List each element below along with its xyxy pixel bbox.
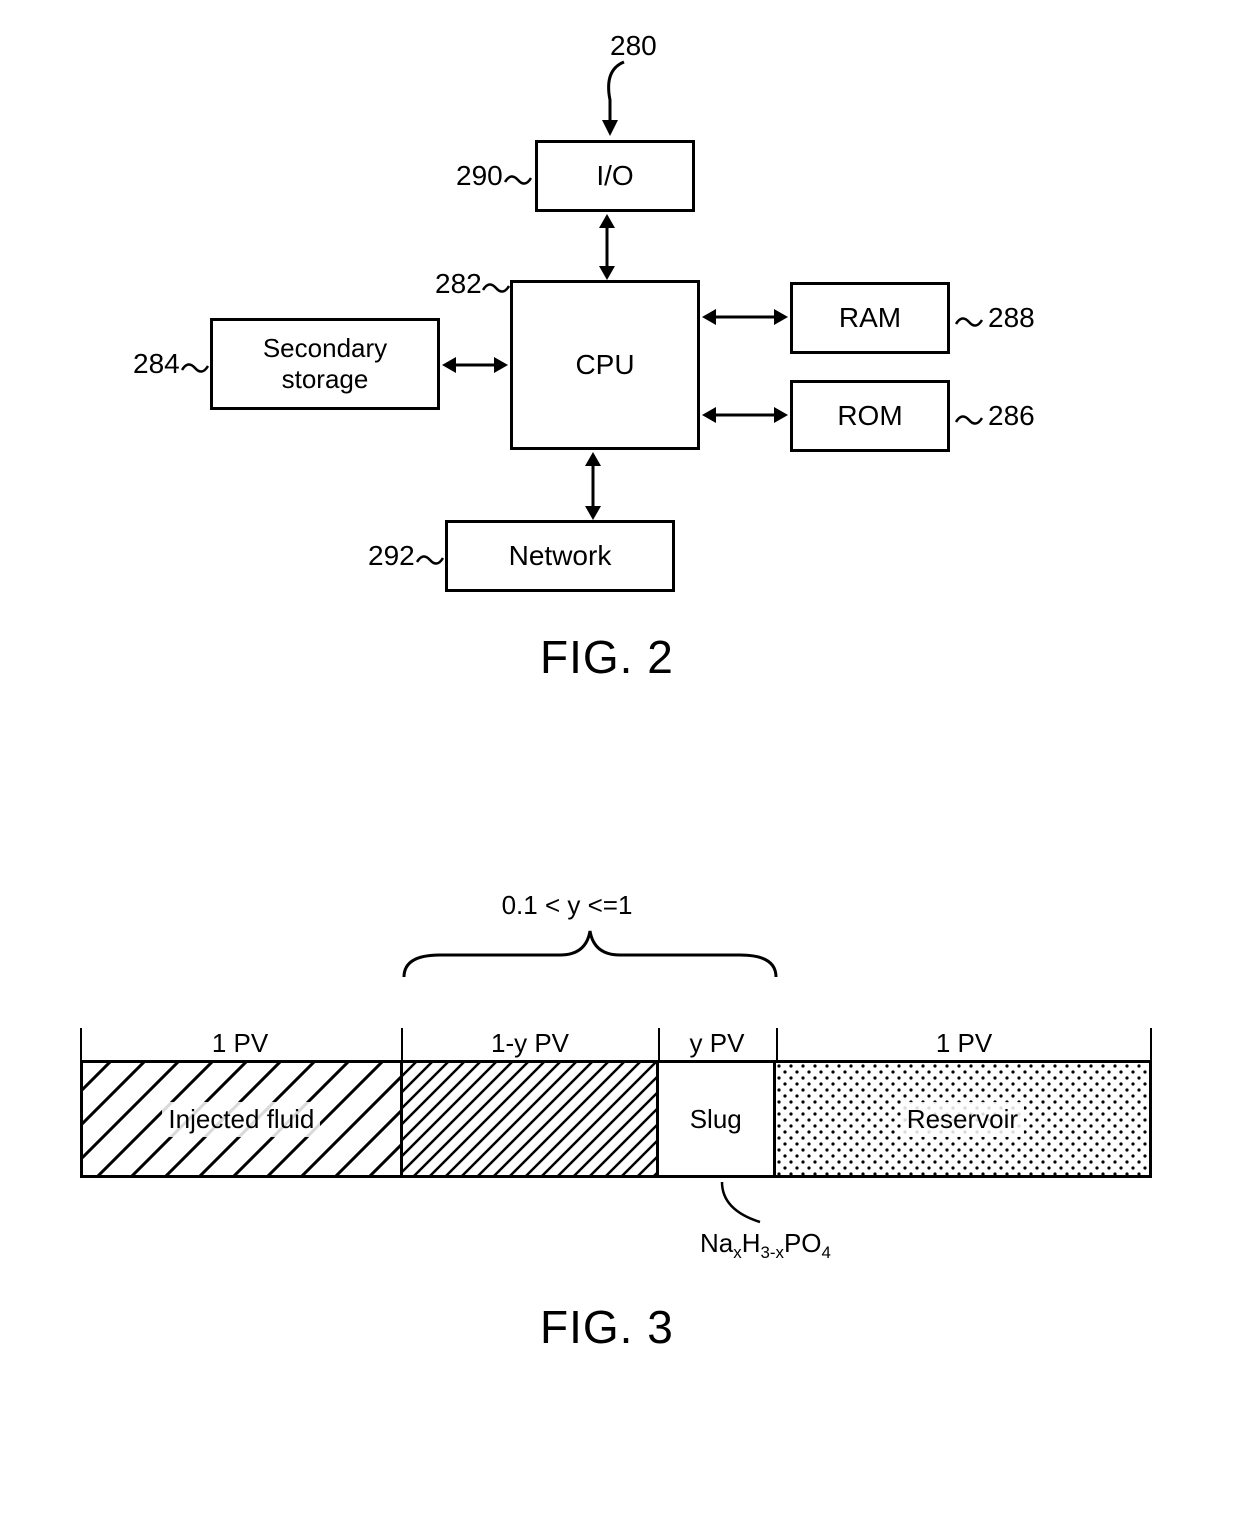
squiggle-icon — [181, 360, 209, 376]
node-cpu-label: CPU — [575, 348, 634, 382]
squiggle-icon — [955, 314, 983, 330]
node-net-label: Network — [509, 539, 612, 573]
ref-292: 292 — [368, 540, 415, 572]
dimension-row: 1 PV 1-y PV y PV 1 PV — [80, 988, 1152, 1060]
squiggle-icon — [416, 552, 444, 568]
node-io: I/O — [535, 140, 695, 212]
ref-290: 290 — [456, 160, 503, 192]
seg-injected-label: Injected fluid — [162, 1102, 320, 1137]
tick — [1150, 1028, 1152, 1060]
node-rom-label: ROM — [837, 399, 902, 433]
arrow-cpu-rom — [702, 400, 788, 430]
arrow-cpu-ram — [702, 302, 788, 332]
node-cpu: CPU — [510, 280, 700, 450]
seg-oneminusy — [403, 1063, 659, 1175]
ref-288: 288 — [988, 302, 1035, 334]
node-sec-label: Secondary storage — [263, 333, 387, 395]
squiggle-icon — [482, 280, 510, 296]
tick — [401, 1028, 403, 1060]
node-rom: ROM — [790, 380, 950, 452]
tick — [776, 1028, 778, 1060]
seg-slug: Slug — [659, 1063, 776, 1175]
dim-1pv-a: 1 PV — [212, 1028, 268, 1059]
ref-284: 284 — [133, 348, 180, 380]
node-network: Network — [445, 520, 675, 592]
seg-reservoir-label: Reservoir — [901, 1102, 1024, 1137]
chem-formula: NaxH3-xPO4 — [700, 1228, 831, 1263]
dim-ypv: y PV — [690, 1028, 745, 1059]
ref-286: 286 — [988, 400, 1035, 432]
ref-282: 282 — [435, 268, 482, 300]
squiggle-icon — [955, 412, 983, 428]
figure-3: 0.1 < y <=1 1 PV 1-y PV y PV 1 PV Inject… — [0, 830, 1240, 1470]
arrow-io-cpu — [592, 214, 622, 280]
ref-280: 280 — [610, 30, 657, 62]
figure-2: 280 I/O 290 CPU 282 Secondary storage 28… — [0, 0, 1240, 720]
squiggle-icon — [504, 172, 532, 188]
node-secondary-storage: Secondary storage — [210, 318, 440, 410]
leader-icon — [716, 1180, 766, 1230]
pv-bar: Injected fluid Slug Reservoir — [80, 1060, 1152, 1178]
node-ram-label: RAM — [839, 301, 901, 335]
arrow-280-pointer — [594, 60, 634, 138]
node-ram: RAM — [790, 282, 950, 354]
fig3-caption: FIG. 3 — [540, 1300, 674, 1354]
fig2-caption: FIG. 2 — [540, 630, 674, 684]
node-io-label: I/O — [596, 159, 633, 193]
seg-slug-label: Slug — [690, 1104, 742, 1135]
tick — [658, 1028, 660, 1060]
brace-icon — [400, 925, 780, 981]
seg-injected: Injected fluid — [83, 1063, 403, 1175]
seg-reservoir: Reservoir — [776, 1063, 1149, 1175]
arrow-sec-cpu — [442, 350, 508, 380]
arrow-cpu-network — [578, 452, 608, 520]
dim-1pv-b: 1 PV — [936, 1028, 992, 1059]
dim-1minusy: 1-y PV — [491, 1028, 569, 1059]
tick — [80, 1028, 82, 1060]
brace-label: 0.1 < y <=1 — [502, 890, 633, 921]
